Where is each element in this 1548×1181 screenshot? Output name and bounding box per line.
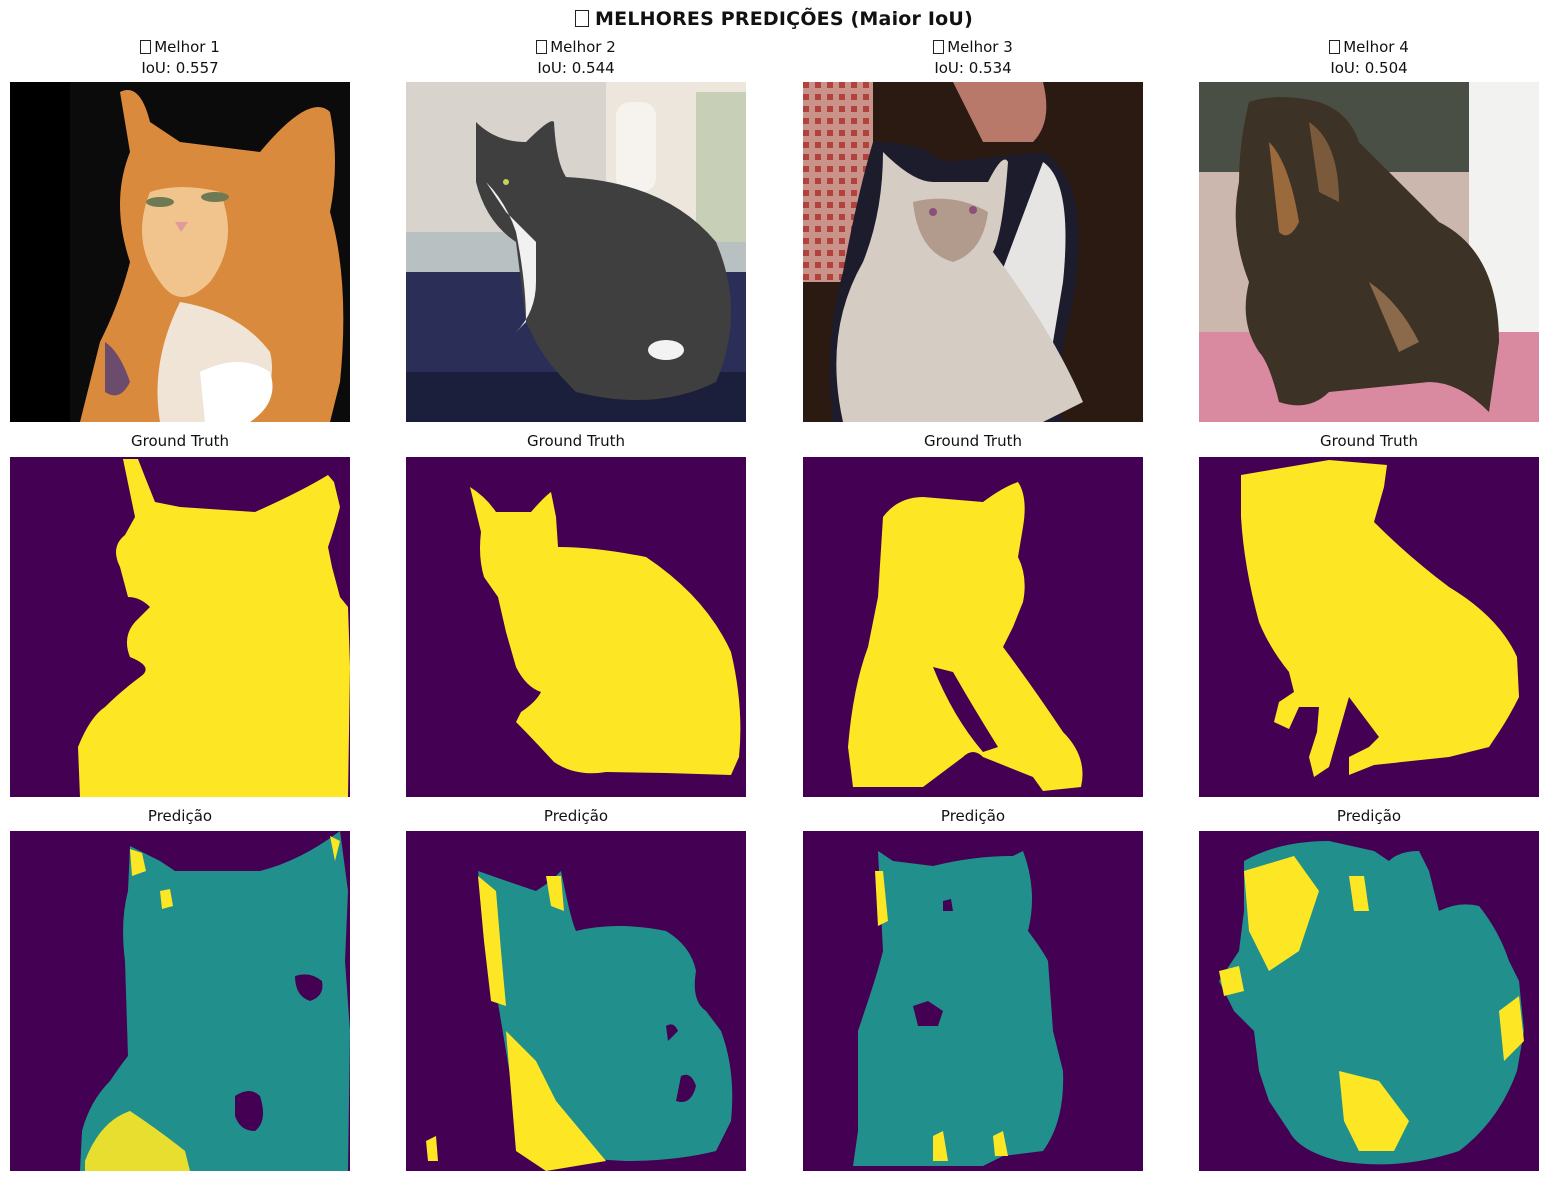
prediction-mask-1: [10, 831, 350, 1171]
missing-glyph-icon: [140, 40, 152, 54]
col-3-title: Melhor 3 IoU: 0.534: [803, 37, 1143, 79]
prediction-title: Predição: [147, 807, 213, 825]
ground-truth-mask-2: [406, 457, 746, 797]
ground-truth-mask-1: [10, 457, 350, 797]
col-2-title: Melhor 2 IoU: 0.544: [406, 37, 746, 79]
prediction-title: Predição: [543, 807, 609, 825]
gt-title: Ground Truth: [527, 432, 625, 450]
missing-glyph-icon: [933, 40, 945, 54]
gt-title: Ground Truth: [1320, 432, 1418, 450]
prediction-mask-2: [406, 831, 746, 1171]
iou-value: IoU: 0.544: [537, 59, 615, 77]
ground-truth-mask-3: [803, 457, 1143, 797]
gt-title: Ground Truth: [924, 432, 1022, 450]
prediction-title: Predição: [940, 807, 1006, 825]
col-1-title: Melhor 1 IoU: 0.557: [10, 37, 350, 79]
prediction-mask-4: [1199, 831, 1539, 1171]
iou-value: IoU: 0.504: [1330, 59, 1408, 77]
missing-glyph-icon: [575, 10, 590, 27]
col-4-title: Melhor 4 IoU: 0.504: [1199, 37, 1539, 79]
cat-photo-4: [1199, 82, 1539, 422]
cat-photo-2: [406, 82, 746, 422]
figure-title: MELHORES PREDIÇÕES (Maior IoU): [0, 8, 1548, 30]
prediction-mask-3: [803, 831, 1143, 1171]
iou-value: IoU: 0.557: [141, 59, 219, 77]
prediction-title: Predição: [1336, 807, 1402, 825]
missing-glyph-icon: [536, 40, 548, 54]
iou-value: IoU: 0.534: [934, 59, 1012, 77]
missing-glyph-icon: [1329, 40, 1341, 54]
cat-photo-3: [803, 82, 1143, 422]
gt-title: Ground Truth: [131, 432, 229, 450]
cat-photo-1: [10, 82, 350, 422]
ground-truth-mask-4: [1199, 457, 1539, 797]
